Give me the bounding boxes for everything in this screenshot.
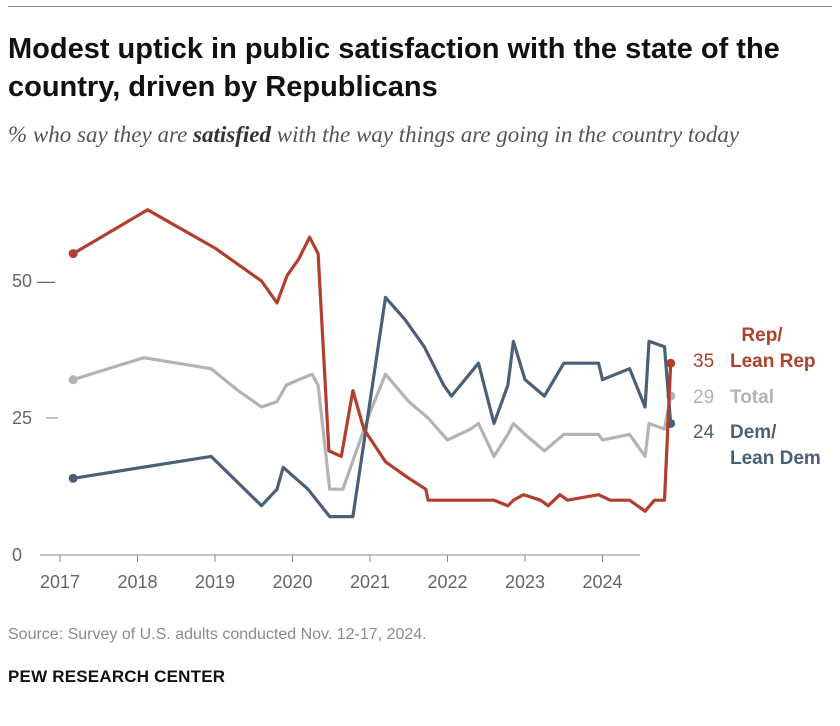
x-tick-label: 2023 <box>505 572 545 592</box>
series-start-dot <box>68 249 78 259</box>
y-tick-label: 0 <box>12 545 22 565</box>
series-start-dot <box>68 375 78 385</box>
y-tick-label: 25 <box>12 408 32 428</box>
series-line-dem-lean-dem <box>71 295 673 519</box>
x-tick-label: 2020 <box>272 572 312 592</box>
dem-label-line1: Dem/ <box>730 422 777 443</box>
source-note: Source: Survey of U.S. adults conducted … <box>8 626 427 643</box>
series-lines <box>68 208 676 519</box>
x-tick-label: 2024 <box>582 572 622 592</box>
total-label: Total <box>730 387 774 408</box>
series-end-dot <box>666 358 676 368</box>
series-line-total <box>71 356 673 491</box>
x-tick-label: 2022 <box>427 572 467 592</box>
rep-end-value: 35 <box>693 351 714 372</box>
subtitle-after: with the way things are going in the cou… <box>270 122 740 147</box>
series-labels: Rep/35 Lean Rep 29 Total 24 Dem/Lean Dem <box>693 325 821 469</box>
subtitle-emphasis: satisfied <box>193 122 271 147</box>
rep-label-line2: Lean Rep <box>730 351 816 372</box>
x-tick-label: 2019 <box>195 572 235 592</box>
subtitle-before: % who say they are <box>8 122 194 147</box>
x-tick-label: 2021 <box>350 572 390 592</box>
axes: 2017 2018 2019 2020 2021 2022 2023 2024 0 25 50 — <box>12 271 640 592</box>
chart-subtitle: % who say they are satisfied with the wa… <box>8 118 828 151</box>
top-rule <box>8 6 832 7</box>
series-start-dot <box>68 473 78 483</box>
brand-name: PEW RESEARCH CENTER <box>8 667 226 686</box>
total-end-value: 29 <box>693 387 714 408</box>
x-tick-label: 2017 <box>40 572 80 592</box>
x-tick-label: 2018 <box>117 572 157 592</box>
dem-end-value: 24 <box>693 422 715 443</box>
series-line-rep-lean-rep <box>71 208 673 513</box>
y-tick-label: 50 — <box>12 271 55 291</box>
chart-title: Modest uptick in public satisfaction wit… <box>8 33 780 103</box>
dem-label-line2: Lean Dem <box>730 448 821 469</box>
rep-label-line1: Rep/ <box>741 325 783 346</box>
